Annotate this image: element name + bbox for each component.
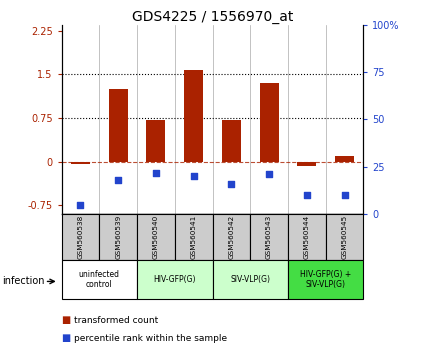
Bar: [288, 214, 326, 260]
Bar: [71, 162, 90, 164]
Text: GSM560541: GSM560541: [191, 215, 197, 259]
Point: [228, 181, 235, 187]
Text: GSM560538: GSM560538: [77, 215, 83, 259]
Bar: [137, 260, 212, 299]
Text: percentile rank within the sample: percentile rank within the sample: [74, 333, 227, 343]
Bar: [62, 260, 137, 299]
Text: HIV-GFP(G): HIV-GFP(G): [153, 275, 196, 284]
Bar: [250, 214, 288, 260]
Bar: [288, 260, 363, 299]
Point: [266, 172, 272, 177]
Bar: [298, 162, 316, 166]
Bar: [260, 83, 278, 162]
Bar: [147, 120, 165, 162]
Point: [77, 202, 84, 207]
Point: [341, 193, 348, 198]
Text: HIV-GFP(G) +
SIV-VLP(G): HIV-GFP(G) + SIV-VLP(G): [300, 270, 351, 289]
Text: GSM560543: GSM560543: [266, 215, 272, 259]
Bar: [326, 214, 363, 260]
Text: GSM560545: GSM560545: [342, 215, 348, 259]
Text: GSM560544: GSM560544: [304, 215, 310, 259]
Text: infection: infection: [2, 276, 45, 286]
Text: SIV-VLP(G): SIV-VLP(G): [230, 275, 270, 284]
Title: GDS4225 / 1556970_at: GDS4225 / 1556970_at: [132, 10, 293, 24]
Text: GSM560540: GSM560540: [153, 215, 159, 259]
Text: transformed count: transformed count: [74, 316, 159, 325]
Point: [303, 193, 310, 198]
Bar: [109, 89, 127, 162]
Text: ■: ■: [62, 315, 71, 325]
Text: GSM560542: GSM560542: [228, 215, 234, 259]
Bar: [212, 214, 250, 260]
Bar: [212, 260, 288, 299]
Bar: [184, 70, 203, 162]
Bar: [335, 156, 354, 162]
Bar: [137, 214, 175, 260]
Bar: [62, 214, 99, 260]
Text: GSM560539: GSM560539: [115, 215, 121, 259]
Point: [190, 173, 197, 179]
Bar: [175, 214, 212, 260]
Point: [153, 170, 159, 175]
Bar: [222, 120, 241, 162]
Text: ■: ■: [62, 333, 71, 343]
Text: uninfected
control: uninfected control: [79, 270, 120, 289]
Bar: [99, 214, 137, 260]
Point: [115, 177, 122, 183]
